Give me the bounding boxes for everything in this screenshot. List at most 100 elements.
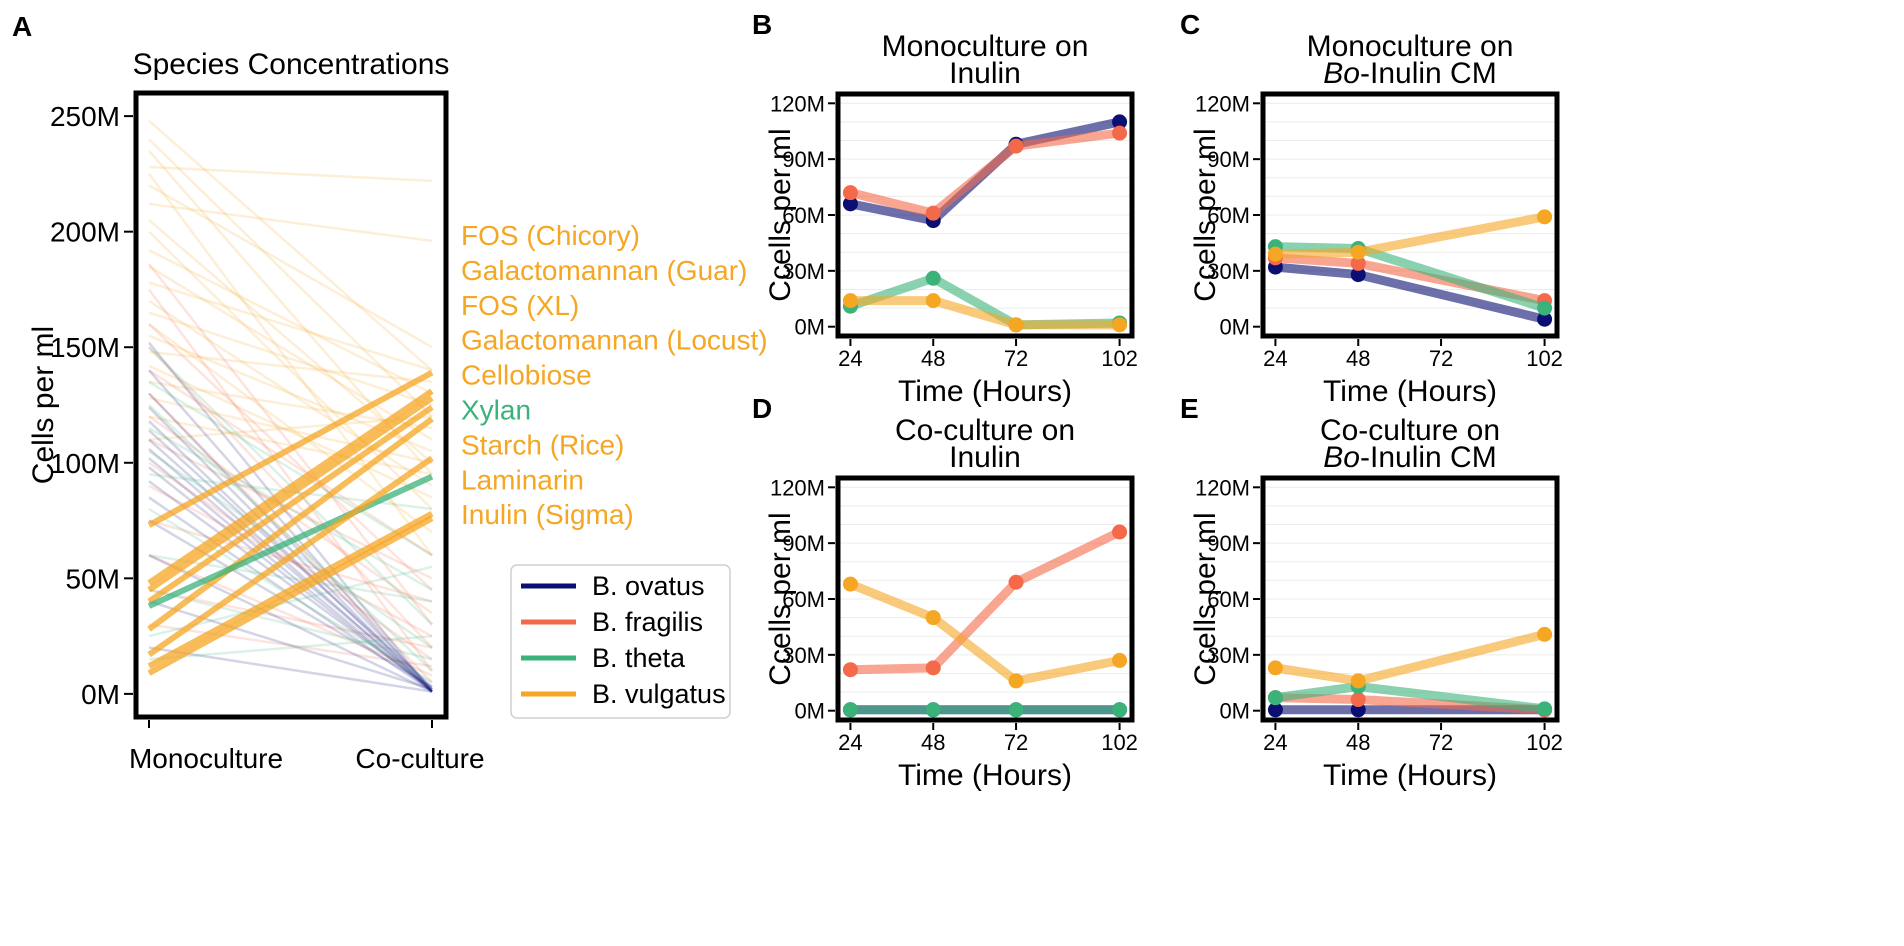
background-line: [148, 249, 433, 395]
title-plain-part: -Inulin CM: [1360, 441, 1497, 474]
background-line: [148, 450, 433, 649]
data-point: [1008, 138, 1024, 154]
background-line: [148, 369, 433, 557]
background-line: [148, 554, 433, 693]
x-tick-label: 24: [838, 730, 862, 755]
y-tick-label: 100M: [50, 448, 120, 479]
data-point: [1537, 311, 1553, 327]
title-plain-part: -Inulin CM: [1360, 57, 1497, 90]
y-tick-label: 90M: [1207, 531, 1250, 556]
background-line: [148, 341, 433, 693]
chart-title-line1: Monoculture on: [1307, 30, 1514, 63]
title-italic-part: Bo: [1323, 441, 1360, 474]
y-tick-label: 0M: [81, 679, 120, 710]
x-tick-label: 24: [838, 346, 862, 371]
y-tick-label: 0M: [1219, 699, 1250, 724]
data-point: [842, 662, 858, 678]
data-point: [1008, 317, 1024, 333]
y-tick-label: 0M: [1219, 315, 1250, 340]
background-line: [148, 119, 433, 372]
x-tick-label: 48: [1346, 730, 1370, 755]
annotation-label: Cellobiose: [461, 360, 592, 391]
background-line: [148, 438, 433, 580]
data-point: [1112, 524, 1128, 540]
legend: B. ovatus B. fragilis B. theta B. vulgatus: [510, 564, 731, 719]
x-axis-label: Time (Hours): [898, 375, 1072, 408]
data-point: [1008, 673, 1024, 689]
y-tick-label: 30M: [782, 643, 825, 668]
background-line: [148, 230, 433, 510]
y-tick-label: 90M: [1207, 147, 1250, 172]
data-point: [925, 293, 941, 309]
background-line: [148, 138, 433, 418]
y-axis-label: Ccells per ml: [764, 128, 797, 301]
x-tick-label: 102: [1526, 346, 1563, 371]
background-line: [148, 438, 433, 693]
x-tick-label: Co-culture: [355, 743, 484, 774]
panel-a: A Species Concentrations 0M 50M 100M 150M 200M…: [12, 11, 768, 774]
data-point: [1267, 702, 1283, 718]
background-line: [148, 415, 433, 476]
y-tick-label: 120M: [770, 91, 825, 116]
data-point: [1112, 125, 1128, 141]
annotation-label: Starch (Rice): [461, 429, 624, 460]
x-tick-label: 72: [1004, 346, 1028, 371]
series-theta: [842, 702, 1128, 718]
highlighted-line: [147, 370, 434, 528]
title-italic-part: Bo: [1323, 57, 1360, 90]
panel-letter-a: A: [12, 11, 32, 42]
background-line: [148, 484, 433, 638]
y-tick-label: 50M: [66, 563, 120, 594]
highlighted-line: [147, 510, 434, 669]
data-point: [925, 205, 941, 221]
annotation-label: Xylan: [461, 395, 531, 426]
y-tick-label: 90M: [782, 531, 825, 556]
y-tick-label: 120M: [1195, 91, 1250, 116]
y-tick-label: 60M: [782, 203, 825, 228]
y-axis-label: Ccells per ml: [1189, 128, 1222, 301]
data-point: [1112, 114, 1128, 130]
plot-frame: [133, 90, 449, 720]
x-tick-label: 24: [1263, 730, 1287, 755]
data-point: [1537, 300, 1553, 316]
data-point: [842, 293, 858, 309]
x-tick-label: 48: [1346, 346, 1370, 371]
x-axis-label: Time (Hours): [898, 759, 1072, 792]
x-tick-label: 72: [1429, 346, 1453, 371]
legend-label: B. theta: [592, 643, 686, 673]
x-axis-label: Time (Hours): [1323, 759, 1497, 792]
highlighted-line: [147, 395, 434, 593]
y-axis-label: Ccells per ml: [764, 512, 797, 685]
highlighted-line: [147, 455, 434, 658]
x-tick-label: 102: [1101, 730, 1138, 755]
annotation-label: FOS (XL): [461, 290, 579, 321]
background-line: [148, 263, 433, 626]
background-line: [148, 600, 433, 691]
annotation-label: Laminarin: [461, 464, 584, 495]
background-line: [148, 415, 433, 615]
data-point: [925, 702, 941, 718]
highlighted-line: [147, 388, 434, 586]
series-line: [845, 527, 1125, 675]
background-line: [148, 461, 433, 661]
x-tick-label: 24: [1263, 346, 1287, 371]
y-tick-label: 30M: [782, 259, 825, 284]
background-line: [148, 184, 433, 349]
data-point: [1537, 701, 1553, 717]
background-line: [148, 311, 433, 407]
annotation-label: FOS (Chicory): [461, 220, 640, 251]
y-tick-label: 150M: [50, 332, 120, 363]
plot-frame: [835, 91, 1135, 339]
background-line: [148, 202, 433, 243]
chart-title-line2: Bo-Inulin CM: [1323, 441, 1496, 474]
data-point: [1267, 660, 1283, 676]
highlighted-line: [147, 416, 434, 632]
series-line: [845, 128, 1125, 218]
background-line: [148, 588, 433, 661]
data-point: [1537, 209, 1553, 225]
y-tick-label: 200M: [50, 217, 120, 248]
chart-title-line2: Inulin: [949, 441, 1021, 474]
